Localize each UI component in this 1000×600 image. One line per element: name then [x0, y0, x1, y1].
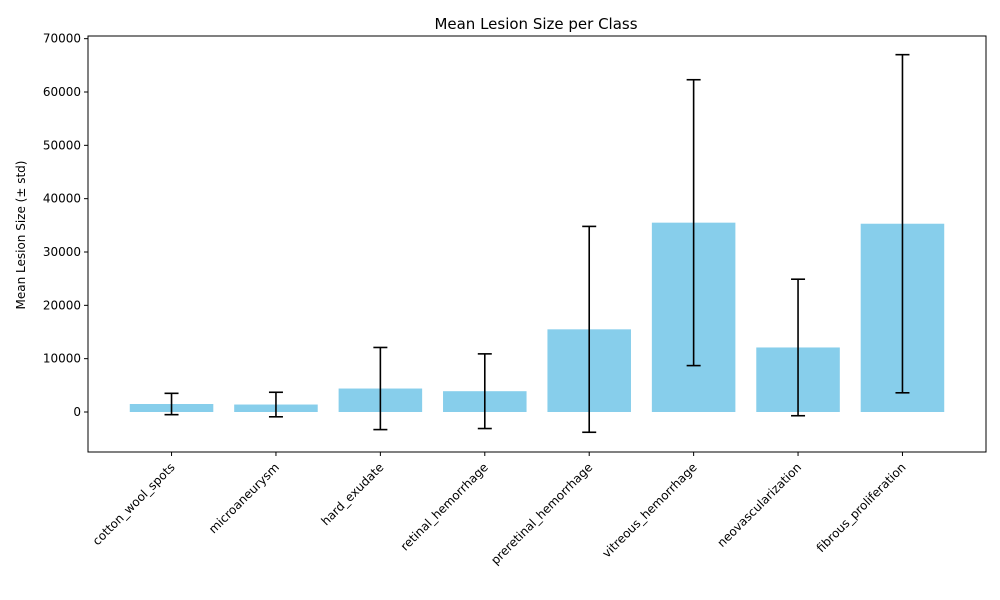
- error-bar-vitreous_hemorrhage: [686, 78, 701, 367]
- x-tick-label-retinal_hemorrhage: retinal_hemorrhage: [398, 460, 491, 553]
- y-tick-label: 40000: [43, 192, 81, 206]
- error-bar-cotton_wool_spots: [164, 392, 179, 416]
- y-tick-label: 60000: [43, 85, 81, 99]
- y-tick-label: 70000: [43, 32, 81, 46]
- x-tick-label-cotton_wool_spots: cotton_wool_spots: [90, 460, 178, 548]
- x-tick-label-hard_exudate: hard_exudate: [318, 460, 386, 528]
- error-bar-hard_exudate: [373, 346, 388, 431]
- y-tick-label: 50000: [43, 138, 81, 152]
- chart-title: Mean Lesion Size per Class: [434, 15, 637, 33]
- x-tick-label-neovascularization: neovascularization: [714, 460, 804, 550]
- x-tick-label-preretinal_hemorrhage: preretinal_hemorrhage: [488, 460, 595, 567]
- x-tick-label-vitreous_hemorrhage: vitreous_hemorrhage: [599, 460, 699, 560]
- y-axis-label: Mean Lesion Size (± std): [14, 161, 28, 310]
- error-bar-microaneurysm: [268, 391, 283, 418]
- plot-frame: [87, 35, 987, 453]
- y-tick-label: 30000: [43, 245, 81, 259]
- error-bar-fibrous_proliferation: [895, 53, 910, 394]
- plot-area: [129, 53, 945, 434]
- x-tick-label-fibrous_proliferation: fibrous_proliferation: [814, 460, 909, 555]
- x-axis: cotton_wool_spots microaneurysm hard_exuda…: [90, 452, 909, 567]
- y-axis: 0 10000 20000 30000 40000 50000 60000 70000: [43, 32, 88, 419]
- x-tick-label-microaneurysm: microaneurysm: [206, 460, 282, 536]
- error-bar-neovascularization: [791, 278, 806, 417]
- y-tick-label: 20000: [43, 298, 81, 312]
- error-bar-retinal_hemorrhage: [477, 353, 492, 430]
- y-tick-label: 0: [73, 405, 81, 419]
- error-bar-preretinal_hemorrhage: [582, 225, 597, 434]
- y-tick-label: 10000: [43, 352, 81, 366]
